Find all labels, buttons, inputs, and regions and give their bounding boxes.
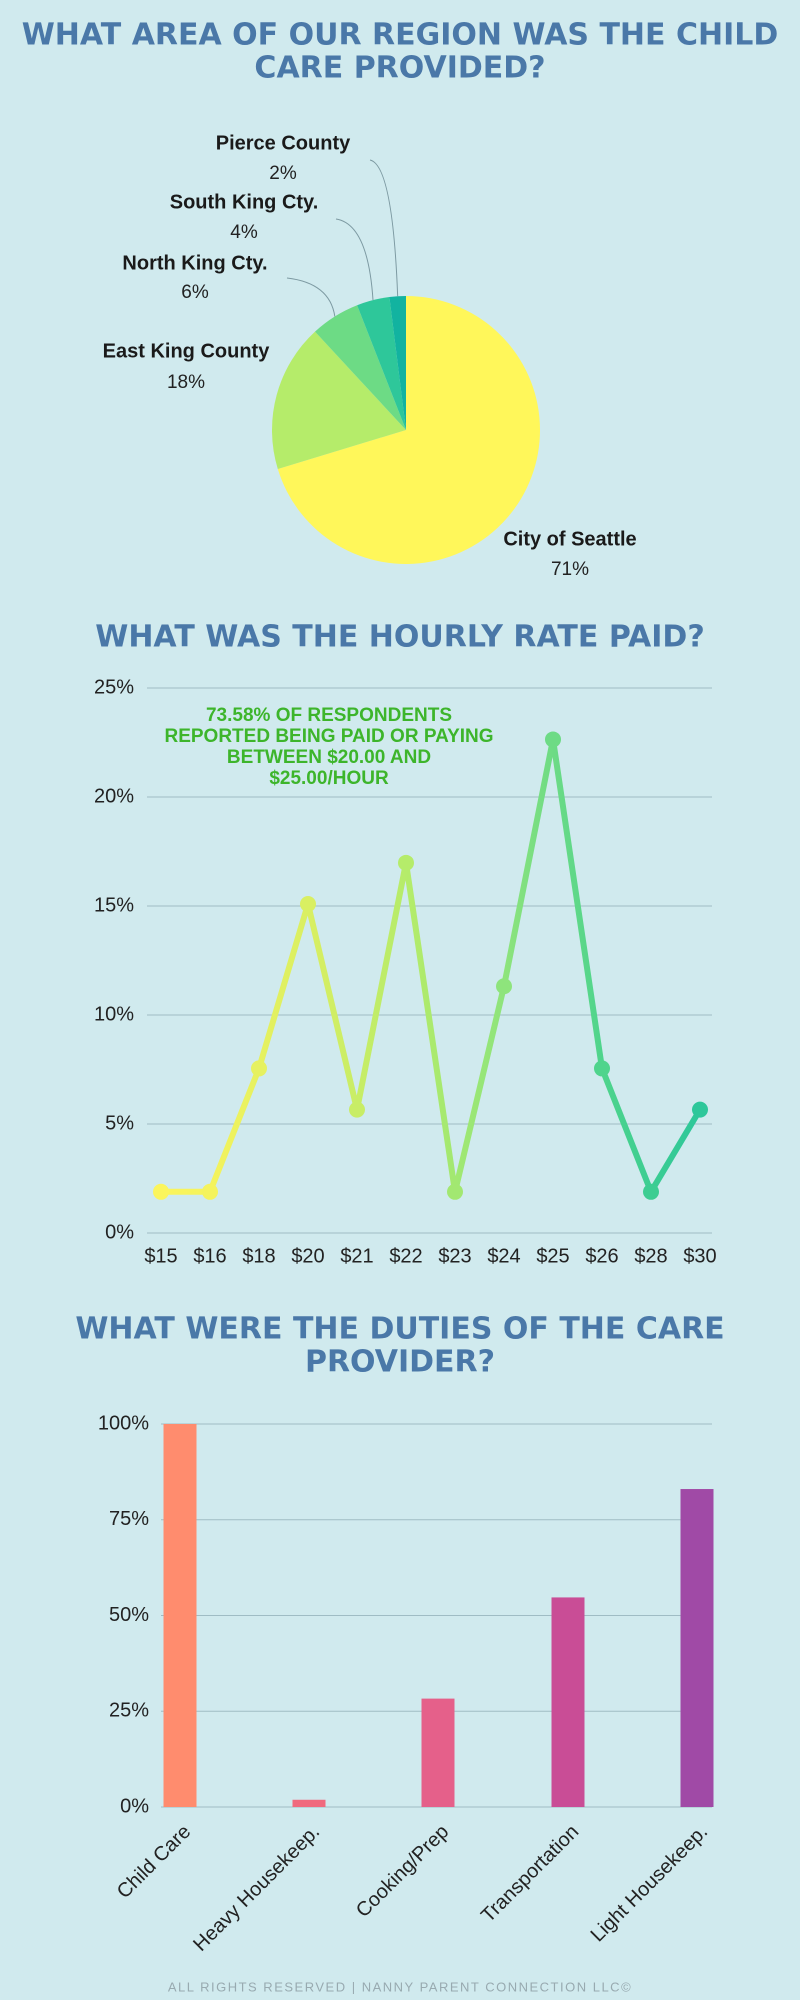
slice-label: East King County bbox=[103, 340, 271, 362]
data-point bbox=[692, 1101, 708, 1118]
slice-value: 2% bbox=[269, 163, 297, 184]
x-tick-label: Transportation bbox=[477, 1821, 583, 1927]
x-tick-label: $15 bbox=[144, 1245, 177, 1267]
x-tick-label: Heavy Housekeep. bbox=[189, 1821, 324, 1956]
annotation: REPORTED BEING PAID OR PAYING bbox=[164, 726, 493, 747]
data-point bbox=[398, 854, 414, 871]
x-tick-label: $26 bbox=[585, 1245, 618, 1267]
chart-title: CARE PROVIDED? bbox=[254, 51, 545, 86]
chart-title: WHAT WAS THE HOURLY RATE PAID? bbox=[95, 620, 705, 655]
data-point bbox=[496, 978, 512, 995]
bar bbox=[163, 1424, 197, 1807]
y-tick-label: 25% bbox=[109, 1700, 149, 1722]
slice-value: 4% bbox=[230, 222, 258, 243]
y-tick-label: 0% bbox=[120, 1795, 149, 1817]
bar bbox=[680, 1489, 714, 1807]
slice-label: South King Cty. bbox=[170, 191, 319, 213]
x-tick-label: $18 bbox=[242, 1245, 275, 1267]
slice-label: City of Seattle bbox=[503, 528, 636, 550]
y-tick-label: 0% bbox=[105, 1221, 134, 1243]
pie-slice bbox=[277, 296, 540, 564]
leader-line bbox=[335, 218, 374, 301]
data-line bbox=[161, 736, 703, 1195]
data-point bbox=[349, 1101, 365, 1118]
x-tick-label: Cooking/Prep bbox=[352, 1821, 453, 1922]
x-tick-label: $20 bbox=[291, 1245, 324, 1267]
x-tick-label: $24 bbox=[487, 1245, 520, 1267]
bar bbox=[551, 1597, 585, 1807]
bar bbox=[292, 1799, 326, 1807]
x-tick-label: $22 bbox=[389, 1245, 422, 1267]
pie-slice bbox=[389, 296, 406, 430]
x-tick-label: $23 bbox=[438, 1245, 471, 1267]
slice-value: 71% bbox=[551, 559, 589, 580]
x-tick-label: $21 bbox=[340, 1245, 373, 1267]
data-point bbox=[643, 1183, 659, 1200]
x-tick-label: Light Housekeep. bbox=[587, 1821, 713, 1947]
chart-title: PROVIDER? bbox=[305, 1345, 495, 1380]
pie-slice bbox=[357, 297, 406, 430]
slice-value: 18% bbox=[167, 372, 205, 393]
data-point bbox=[594, 1060, 610, 1077]
x-tick-label: $16 bbox=[193, 1245, 226, 1267]
slice-label: North King Cty. bbox=[122, 252, 267, 274]
chart-title: WHAT AREA OF OUR REGION WAS THE CHILD bbox=[22, 18, 779, 53]
y-tick-label: 100% bbox=[98, 1412, 149, 1434]
y-tick-label: 10% bbox=[94, 1003, 134, 1025]
y-tick-label: 75% bbox=[109, 1508, 149, 1530]
y-tick-label: 50% bbox=[109, 1604, 149, 1626]
bar bbox=[421, 1698, 455, 1807]
x-tick-label: $28 bbox=[634, 1245, 667, 1267]
data-point bbox=[251, 1060, 267, 1077]
y-tick-label: 5% bbox=[105, 1112, 134, 1134]
y-tick-label: 15% bbox=[94, 894, 134, 916]
data-point bbox=[202, 1183, 218, 1200]
data-point bbox=[300, 896, 316, 913]
slice-label: Pierce County bbox=[216, 132, 351, 154]
leader-line bbox=[286, 277, 336, 317]
data-point bbox=[447, 1183, 463, 1200]
x-tick-label: $25 bbox=[536, 1245, 569, 1267]
y-tick-label: 20% bbox=[94, 785, 134, 807]
annotation: 73.58% OF RESPONDENTS bbox=[206, 705, 452, 726]
slice-value: 6% bbox=[181, 282, 209, 303]
data-point bbox=[153, 1183, 169, 1200]
chart-title: WHAT WERE THE DUTIES OF THE CARE bbox=[75, 1312, 724, 1347]
pie-slice bbox=[315, 305, 406, 430]
annotation: $25.00/HOUR bbox=[269, 768, 389, 789]
x-tick-label: Child Care bbox=[113, 1821, 195, 1903]
leader-line bbox=[369, 159, 399, 297]
annotation: BETWEEN $20.00 AND bbox=[227, 747, 431, 768]
data-point bbox=[545, 731, 561, 748]
pie-slice bbox=[272, 331, 406, 470]
y-tick-label: 25% bbox=[94, 676, 134, 698]
footer: ALL RIGHTS RESERVED | NANNY PARENT CONNE… bbox=[168, 1979, 632, 1994]
x-tick-label: $30 bbox=[683, 1245, 716, 1267]
